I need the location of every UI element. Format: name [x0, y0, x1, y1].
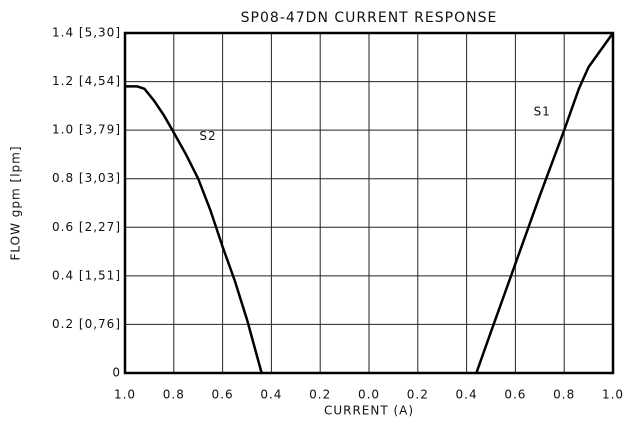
x-tick-label: 0.8 [553, 388, 575, 402]
y-tick-label: 1.4 [5,30] [52, 26, 121, 40]
y-tick-label: 0.2 [0,76] [52, 317, 121, 331]
x-tick-label: 0.0 [358, 388, 380, 402]
chart-title: SP08-47DN CURRENT RESPONSE [241, 10, 498, 26]
y-tick-label: 1.0 [3,79] [52, 123, 121, 137]
x-tick-label: 1.0 [114, 388, 136, 402]
x-tick-label: 0.4 [456, 388, 478, 402]
x-tick-label: 1.0 [602, 388, 624, 402]
x-tick-label: 0.6 [212, 388, 234, 402]
y-tick-label: 0.8 [3,03] [52, 171, 121, 185]
y-tick-label: 0.6 [2,27] [52, 220, 121, 234]
x-axis-label: CURRENT (A) [324, 404, 414, 418]
x-tick-label: 0.2 [309, 388, 331, 402]
y-tick-label: 1.2 [4,54] [52, 74, 121, 88]
line [475, 32, 615, 374]
line [125, 85, 263, 374]
x-tick-label: 0.2 [407, 388, 429, 402]
x-tick-label: 0.6 [504, 388, 526, 402]
y-tick-label: 0.4 [1,51] [52, 268, 121, 282]
plot-frame [123, 31, 615, 375]
x-tick-label: 0.4 [260, 388, 282, 402]
x-tick-label: 0.8 [163, 388, 185, 402]
y-tick-label: 0 [112, 366, 121, 380]
y-axis-label: FLOW gpm [lpm] [9, 145, 23, 260]
series-label: S1 [534, 105, 551, 119]
series-label: S2 [199, 129, 216, 143]
